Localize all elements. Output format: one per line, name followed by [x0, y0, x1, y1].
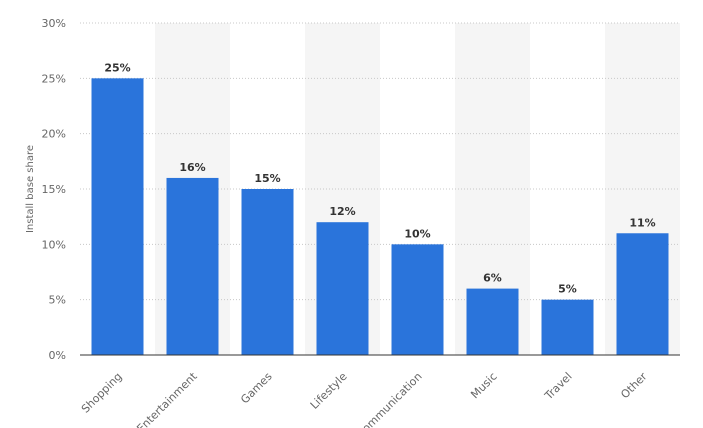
- bar: [541, 299, 594, 355]
- data-label: 25%: [104, 61, 130, 74]
- bar: [241, 189, 294, 355]
- x-category-label: Communication: [354, 370, 425, 428]
- y-tick-label: 25%: [42, 72, 66, 85]
- y-tick-label: 5%: [49, 294, 66, 307]
- data-label: 10%: [404, 227, 430, 240]
- data-label: 16%: [179, 161, 205, 174]
- bars: [91, 78, 669, 355]
- y-axis-ticks: 0% 5% 10% 15% 20% 25% 30%: [42, 17, 66, 362]
- x-category-label: Music: [468, 370, 499, 401]
- bar: [91, 78, 144, 355]
- bar: [316, 222, 369, 355]
- x-category-label: Other: [618, 370, 650, 402]
- bar: [166, 177, 219, 355]
- bar: [391, 244, 444, 355]
- x-category-label: Travel: [542, 370, 575, 403]
- data-label: 15%: [254, 172, 280, 185]
- y-tick-label: 0%: [49, 349, 66, 362]
- data-label: 12%: [329, 205, 355, 218]
- x-category-label: Games: [238, 370, 275, 407]
- x-category-label: Lifestyle: [308, 370, 350, 412]
- y-tick-label: 30%: [42, 17, 66, 30]
- y-tick-label: 10%: [42, 238, 66, 251]
- y-tick-label: 15%: [42, 183, 66, 196]
- data-labels: 25% 16% 15% 12% 10% 6% 5% 11%: [104, 61, 655, 295]
- bar: [466, 288, 519, 355]
- data-label: 11%: [629, 216, 655, 229]
- bar: [616, 233, 669, 355]
- data-label: 6%: [483, 272, 502, 285]
- data-label: 5%: [558, 283, 577, 296]
- y-tick-label: 20%: [42, 128, 66, 141]
- y-axis-label: Install base share: [25, 145, 36, 233]
- x-category-label: Shopping: [79, 370, 125, 416]
- x-axis-category-labels: Shopping Entertainment Games Lifestyle Commu…: [79, 369, 650, 428]
- x-category-label: Entertainment: [134, 369, 200, 428]
